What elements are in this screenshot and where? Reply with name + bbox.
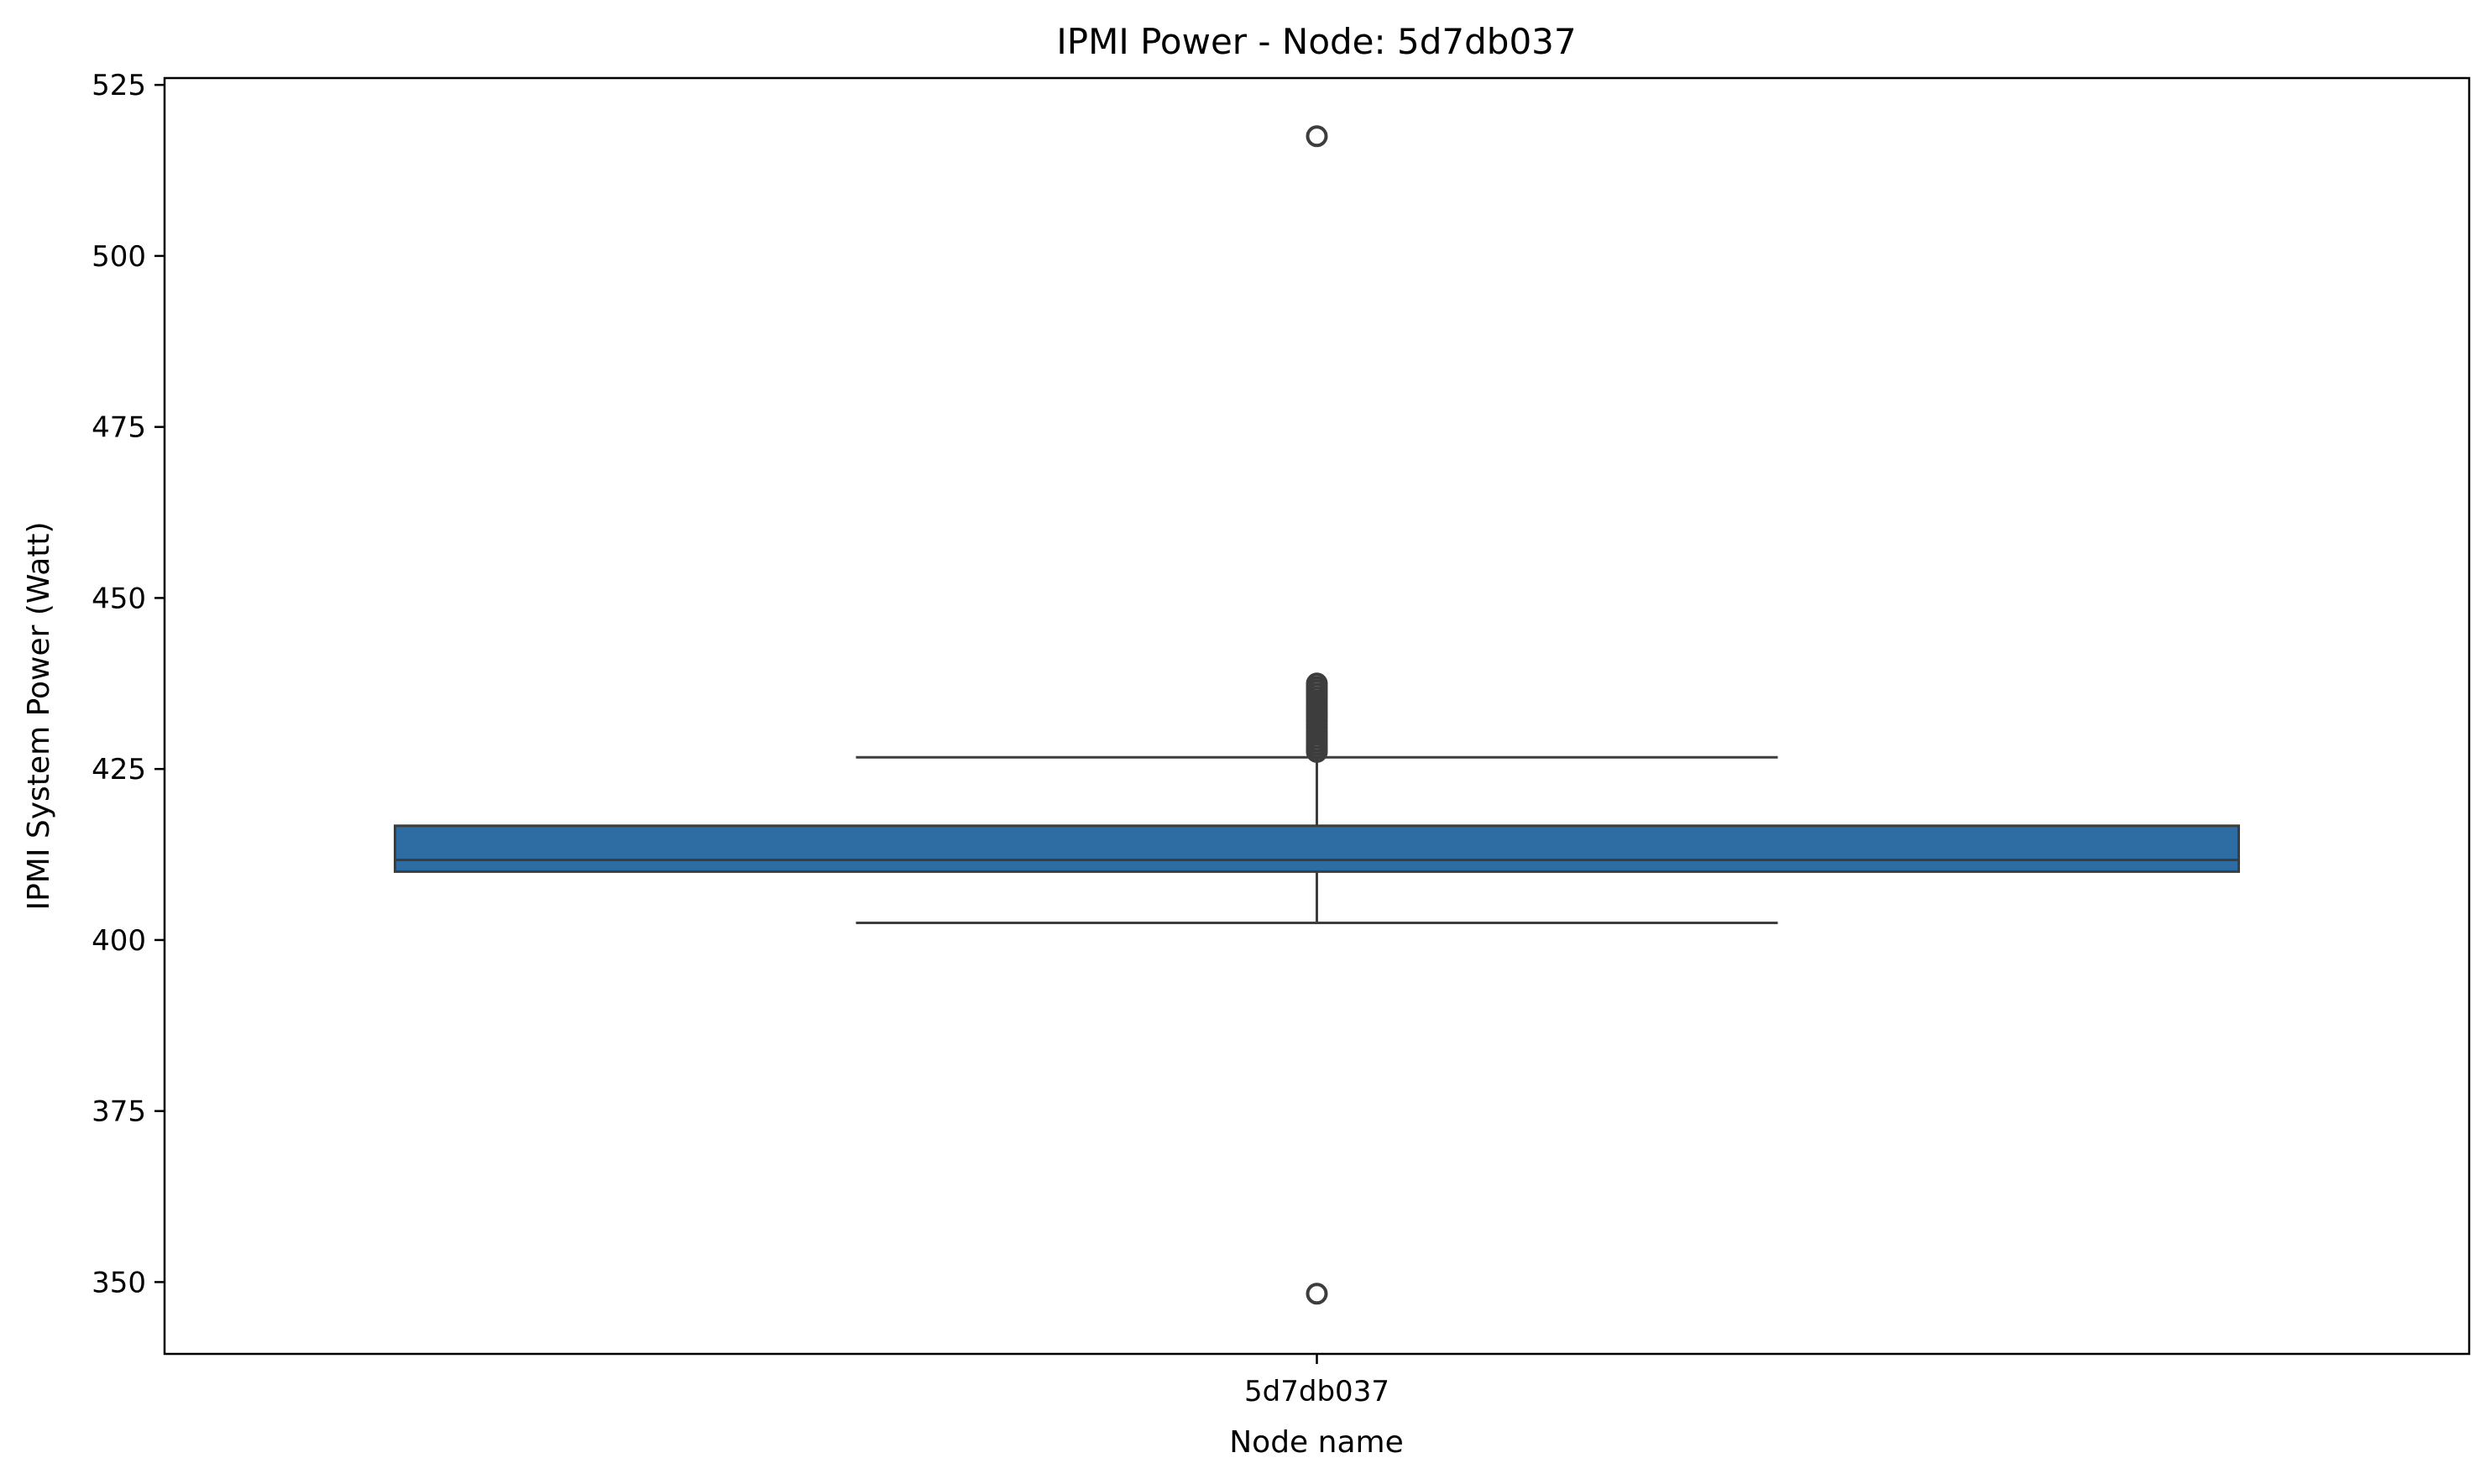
outlier-point (1306, 1283, 1328, 1305)
y-tick-label: 400 (92, 924, 146, 958)
chart-title: IPMI Power - Node: 5d7db037 (1056, 21, 1576, 62)
y-tick-label: 375 (92, 1095, 146, 1129)
plot-area: 350 375 400 425 450 475 500 525 5d7db037 (92, 69, 2471, 1408)
y-tick-label: 425 (92, 753, 146, 786)
y-tick-label: 525 (92, 69, 146, 102)
x-tick-label: 5d7db037 (1244, 1375, 1389, 1408)
y-axis-label: IPMI System Power (Watt) (22, 521, 56, 910)
y-tick-label: 350 (92, 1266, 146, 1299)
y-tick-label: 500 (92, 240, 146, 274)
x-axis-label: Node name (1229, 1425, 1404, 1460)
iqr-box (394, 824, 2240, 873)
y-tick-label: 450 (92, 582, 146, 615)
outlier-point (1306, 672, 1328, 695)
plot-frame (163, 76, 2471, 1356)
y-tick-label: 475 (92, 411, 146, 445)
outlier-point (1306, 125, 1328, 148)
